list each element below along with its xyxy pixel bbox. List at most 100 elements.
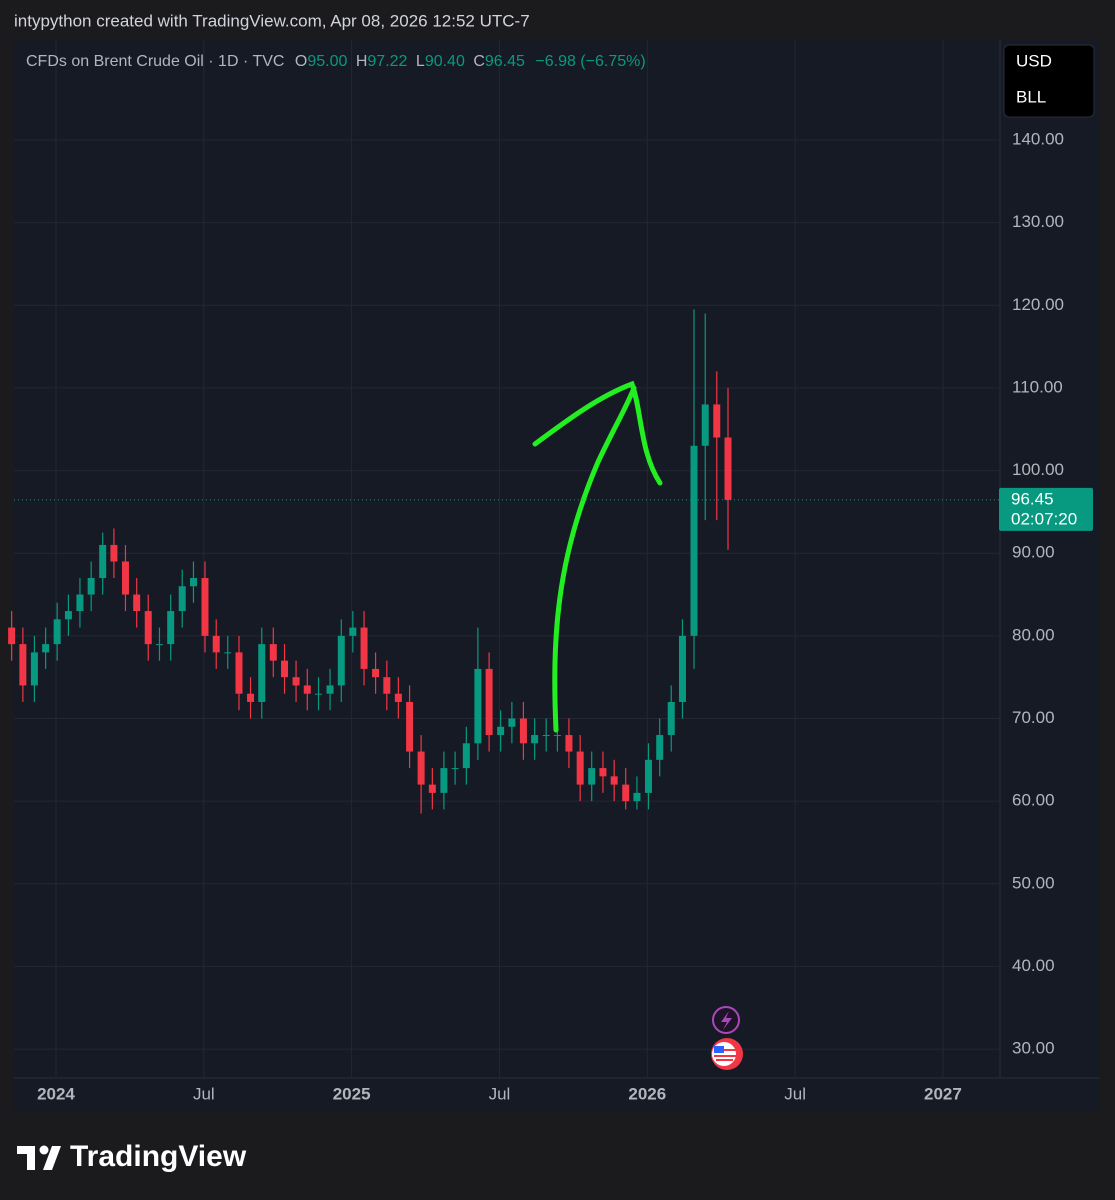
candle-body (417, 751, 425, 785)
y-tick-label: 130.00 (1012, 212, 1064, 231)
brand-logo (17, 1145, 61, 1170)
candle-body (531, 735, 539, 744)
candle-body (474, 668, 482, 744)
logo-part (17, 1146, 35, 1154)
candle-body (588, 768, 596, 785)
y-tick-label: 80.00 (1012, 625, 1055, 644)
candle-body (212, 635, 220, 653)
candle-body (201, 578, 209, 636)
candle-body (394, 693, 402, 702)
candles (8, 309, 732, 814)
candle-body (656, 735, 664, 760)
candle-body (30, 652, 38, 686)
candle-body (337, 635, 345, 686)
candle-body (678, 635, 686, 702)
y-tick-label: 120.00 (1012, 295, 1064, 314)
annotation-arrow (532, 380, 663, 733)
legend-open-label: O (295, 53, 307, 70)
candle-body (599, 768, 607, 777)
currency[interactable]: USD (1016, 51, 1052, 70)
grid (14, 40, 1000, 1078)
y-tick-label: 70.00 (1012, 708, 1055, 727)
x-tick-label: 2026 (628, 1084, 666, 1103)
legend-open: 95.00 (307, 53, 347, 70)
x-tick-label: 2027 (924, 1084, 962, 1103)
candle-body (99, 544, 107, 579)
unit[interactable]: BLL (1016, 87, 1046, 106)
legend-change: −6.98 (−6.75%) (535, 53, 645, 70)
last-price-label: 96.45 (1011, 489, 1054, 508)
y-tick-label: 90.00 (1012, 543, 1055, 562)
legend-close-label: C (473, 53, 485, 70)
logo-part (27, 1146, 35, 1170)
legend-low: 90.40 (425, 53, 465, 70)
candle-body (178, 586, 186, 612)
x-tick-label: Jul (193, 1084, 215, 1103)
x-tick-label: 2024 (37, 1084, 75, 1103)
candle-body (53, 619, 61, 645)
flag-canton (714, 1046, 724, 1053)
flag-stripes (714, 1049, 736, 1061)
candle-body (64, 611, 72, 620)
candle-body (565, 735, 573, 752)
flag-icon (712, 1042, 736, 1066)
candle-body (576, 751, 584, 785)
candle-body (383, 677, 391, 694)
candle-body (542, 735, 550, 737)
candle-body (110, 544, 118, 562)
arrow-shaft (552, 385, 637, 733)
candle-body (326, 685, 334, 694)
y-tick-label: 50.00 (1012, 873, 1055, 892)
legend-symbol: CFDs on Brent Crude Oil · 1D · TVC (26, 53, 284, 70)
candle-body (76, 594, 84, 612)
legend-high-label: H (356, 53, 368, 70)
candle-body (133, 594, 141, 612)
logo-part (39, 1145, 49, 1155)
candle-body (440, 768, 448, 793)
candle-body (508, 718, 516, 727)
candle-body (303, 685, 311, 694)
candle-body (451, 768, 459, 770)
candle-body (701, 404, 709, 446)
candle-body (42, 644, 50, 653)
arrow-head (532, 380, 663, 486)
candle-body (144, 611, 152, 645)
event-icons[interactable] (711, 1006, 743, 1070)
candle-body (167, 611, 175, 645)
legend-low-label: L (416, 53, 425, 70)
candle-body (724, 437, 732, 500)
candle-body (690, 445, 698, 636)
candle-body (644, 759, 652, 793)
candle-body (235, 652, 243, 694)
y-tick-label: 140.00 (1012, 129, 1064, 148)
candle-body (553, 735, 561, 737)
logo-part (43, 1146, 61, 1170)
candle-body (247, 693, 255, 702)
y-tick-label: 60.00 (1012, 791, 1055, 810)
last-price-box (999, 487, 1093, 531)
candle-body (19, 644, 27, 686)
candle-body (497, 726, 505, 736)
candle-body (633, 792, 641, 802)
candle-body (428, 784, 436, 793)
candle-body (121, 561, 129, 595)
legend: CFDs on Brent Crude Oil · 1D · TVC O95.0… (26, 53, 646, 70)
candle-body (269, 644, 277, 661)
candle-body (315, 693, 323, 695)
candle-body (713, 404, 721, 438)
chart-panel (14, 40, 1100, 1112)
legend-close: 96.45 (485, 53, 525, 70)
x-tick-label: Jul (784, 1084, 806, 1103)
candle-body (224, 652, 232, 654)
candle-body (406, 701, 414, 752)
candle-body (155, 644, 163, 646)
countdown: 02:07:20 (1011, 509, 1077, 528)
candle-body (360, 627, 368, 669)
candle-body (8, 627, 16, 645)
candle-body (189, 578, 197, 587)
currency-box[interactable] (1003, 44, 1095, 118)
candle-body (667, 701, 675, 736)
y-tick-label: 30.00 (1012, 1039, 1055, 1058)
